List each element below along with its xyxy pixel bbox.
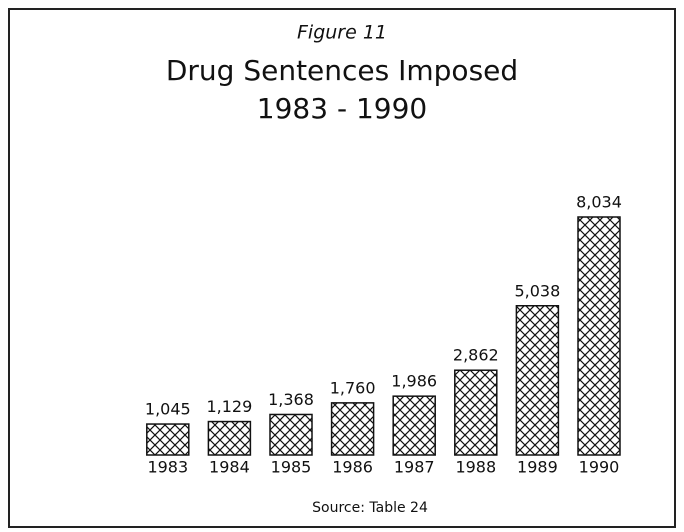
bar bbox=[207, 420, 252, 456]
value-label: 1,760 bbox=[330, 378, 376, 397]
frame bbox=[8, 8, 676, 528]
x-tick-label: 1988 bbox=[455, 458, 496, 477]
bar bbox=[392, 395, 436, 456]
bar bbox=[515, 305, 560, 456]
bar bbox=[577, 216, 621, 456]
source-note: Source: Table 24 bbox=[312, 500, 428, 516]
value-label: 2,862 bbox=[453, 346, 499, 365]
x-tick-label: 1989 bbox=[517, 458, 558, 477]
x-tick-label: 1986 bbox=[332, 458, 373, 477]
value-label: 1,368 bbox=[268, 390, 314, 409]
value-label: 5,038 bbox=[514, 281, 560, 300]
value-label: 1,129 bbox=[206, 397, 252, 416]
x-tick-label: 1987 bbox=[394, 458, 435, 477]
x-tick-label: 1984 bbox=[209, 458, 250, 477]
chart-subtitle: Drug Sentences Imposed bbox=[166, 54, 518, 87]
value-label: 8,034 bbox=[576, 193, 622, 212]
bar bbox=[330, 402, 375, 456]
x-tick-label: 1983 bbox=[147, 458, 188, 477]
bar bbox=[454, 369, 498, 456]
value-label: 1,045 bbox=[145, 400, 191, 419]
chart-subtitle: 1983 - 1990 bbox=[257, 92, 427, 125]
x-tick-label: 1985 bbox=[271, 458, 312, 477]
value-label: 1,986 bbox=[391, 372, 437, 391]
chart-title: Figure 11 bbox=[297, 22, 387, 44]
bar bbox=[146, 423, 190, 456]
bar bbox=[269, 413, 313, 456]
x-tick-label: 1990 bbox=[579, 458, 620, 477]
